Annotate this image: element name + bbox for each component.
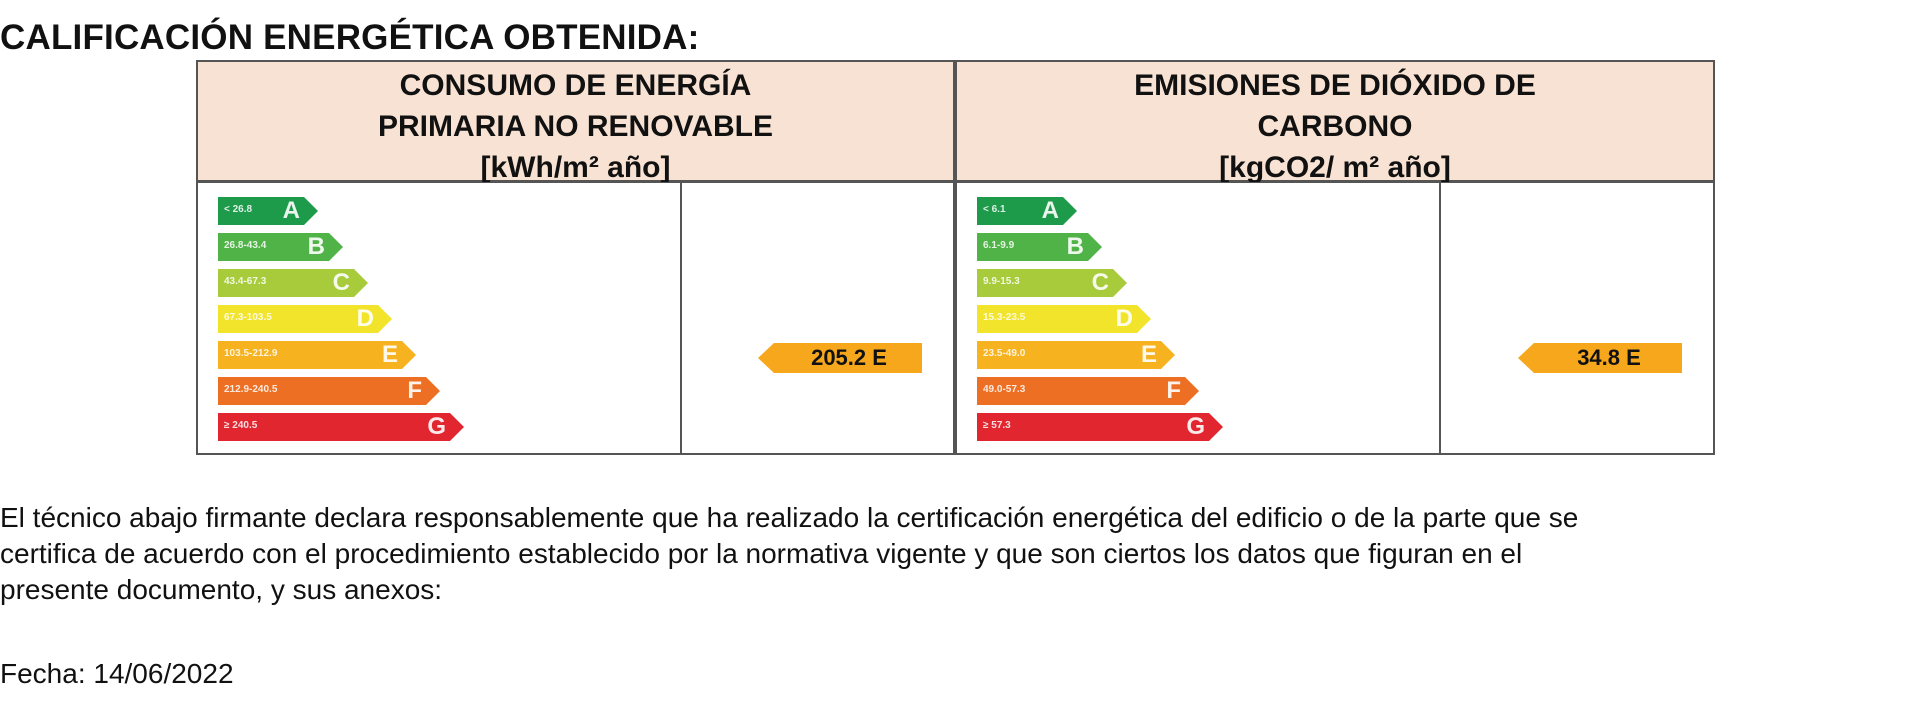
rating-range: 26.8-43.4 [224, 240, 267, 251]
rating-scale: < 6.1 A 6.1-9.9 B 9.9-15.3 C 15.3-23.5 D… [957, 183, 1441, 453]
co2-emissions-body: < 6.1 A 6.1-9.9 B 9.9-15.3 C 15.3-23.5 D… [955, 182, 1715, 455]
rating-range: 49.0-57.3 [983, 384, 1026, 395]
rating-scale: < 26.8 A 26.8-43.4 B 43.4-67.3 C 67.3-10… [198, 183, 682, 453]
date-line: Fecha: 14/06/2022 [0, 658, 234, 689]
rating-arrow-d: 67.3-103.5 D [218, 305, 392, 333]
header-line: CONSUMO DE ENERGÍA [399, 69, 752, 102]
rating-arrow-c: 9.9-15.3 C [977, 269, 1127, 297]
rating-arrow-a: < 26.8 A [218, 197, 318, 225]
rating-letter: A [1041, 197, 1059, 224]
energy-consumption-panel: CONSUMO DE ENERGÍA PRIMARIA NO RENOVABLE… [196, 60, 956, 455]
rating-arrow-c: 43.4-67.3 C [218, 269, 368, 297]
declaration-line: El técnico abajo firmante declara respon… [0, 502, 1579, 533]
result-cell: 205.2 E [682, 183, 955, 453]
declaration-line: certifica de acuerdo con el procedimient… [0, 538, 1523, 569]
rating-letter: B [307, 233, 325, 260]
result-value: 34.8 E [1577, 345, 1641, 370]
rating-range: 212.9-240.5 [224, 384, 278, 395]
result-value: 205.2 E [811, 345, 887, 370]
energy-consumption-header: CONSUMO DE ENERGÍA PRIMARIA NO RENOVABLE… [196, 60, 955, 184]
rating-range: ≥ 240.5 [224, 420, 258, 431]
rating-range: < 6.1 [983, 204, 1006, 215]
rating-arrow-e: 23.5-49.0 E [977, 341, 1175, 369]
rating-letter: B [1066, 233, 1084, 260]
rating-range: 67.3-103.5 [224, 312, 272, 323]
rating-letter: C [332, 269, 350, 296]
header-unit: [kWh/m² año] [480, 151, 671, 184]
rating-arrow-g: ≥ 57.3 G [977, 413, 1223, 441]
rating-arrow-f: 49.0-57.3 F [977, 377, 1199, 405]
rating-letter: E [1140, 341, 1157, 368]
energy-rating-table: CONSUMO DE ENERGÍA PRIMARIA NO RENOVABLE… [196, 60, 1716, 455]
header-line: PRIMARIA NO RENOVABLE [377, 110, 773, 143]
rating-range: ≥ 57.3 [983, 420, 1011, 431]
header-line: CARBONO [1257, 110, 1413, 143]
rating-arrow-b: 26.8-43.4 B [218, 233, 343, 261]
rating-range: 23.5-49.0 [983, 348, 1026, 359]
rating-letter: F [1166, 377, 1181, 404]
rating-arrow-g: ≥ 240.5 G [218, 413, 464, 441]
rating-arrow-a: < 6.1 A [977, 197, 1077, 225]
page-title: CALIFICACIÓN ENERGÉTICA OBTENIDA: [0, 18, 700, 57]
result-cell: 34.8 E [1441, 183, 1715, 453]
rating-arrow-f: 212.9-240.5 F [218, 377, 440, 405]
declaration-line: presente documento, y sus anexos: [0, 574, 443, 605]
energy-consumption-body: < 26.8 A 26.8-43.4 B 43.4-67.3 C 67.3-10… [196, 182, 955, 455]
co2-emissions-panel: EMISIONES DE DIÓXIDO DE CARBONO [kgCO2/ … [955, 60, 1716, 455]
rating-range: 103.5-212.9 [224, 348, 278, 359]
rating-range: 15.3-23.5 [983, 312, 1026, 323]
result-arrow: 34.8 E [1518, 343, 1682, 373]
header-unit: [kgCO2/ m² año] [1219, 151, 1451, 184]
rating-range: 9.9-15.3 [983, 276, 1020, 287]
rating-range: < 26.8 [224, 204, 253, 215]
rating-letter: G [427, 413, 446, 440]
rating-range: 6.1-9.9 [983, 240, 1015, 251]
rating-letter: F [407, 377, 422, 404]
declaration-paragraph: El técnico abajo firmante declara respon… [0, 500, 1920, 608]
rating-letter: E [381, 341, 398, 368]
rating-letter: D [1115, 305, 1133, 332]
rating-letter: D [356, 305, 374, 332]
rating-letter: A [282, 197, 300, 224]
rating-arrow-d: 15.3-23.5 D [977, 305, 1151, 333]
rating-arrow-b: 6.1-9.9 B [977, 233, 1102, 261]
co2-emissions-header: EMISIONES DE DIÓXIDO DE CARBONO [kgCO2/ … [955, 60, 1715, 184]
rating-letter: C [1091, 269, 1109, 296]
rating-letter: G [1186, 413, 1205, 440]
rating-range: 43.4-67.3 [224, 276, 267, 287]
rating-arrow-e: 103.5-212.9 E [218, 341, 416, 369]
result-arrow: 205.2 E [758, 343, 922, 373]
header-line: EMISIONES DE DIÓXIDO DE [1134, 69, 1536, 102]
